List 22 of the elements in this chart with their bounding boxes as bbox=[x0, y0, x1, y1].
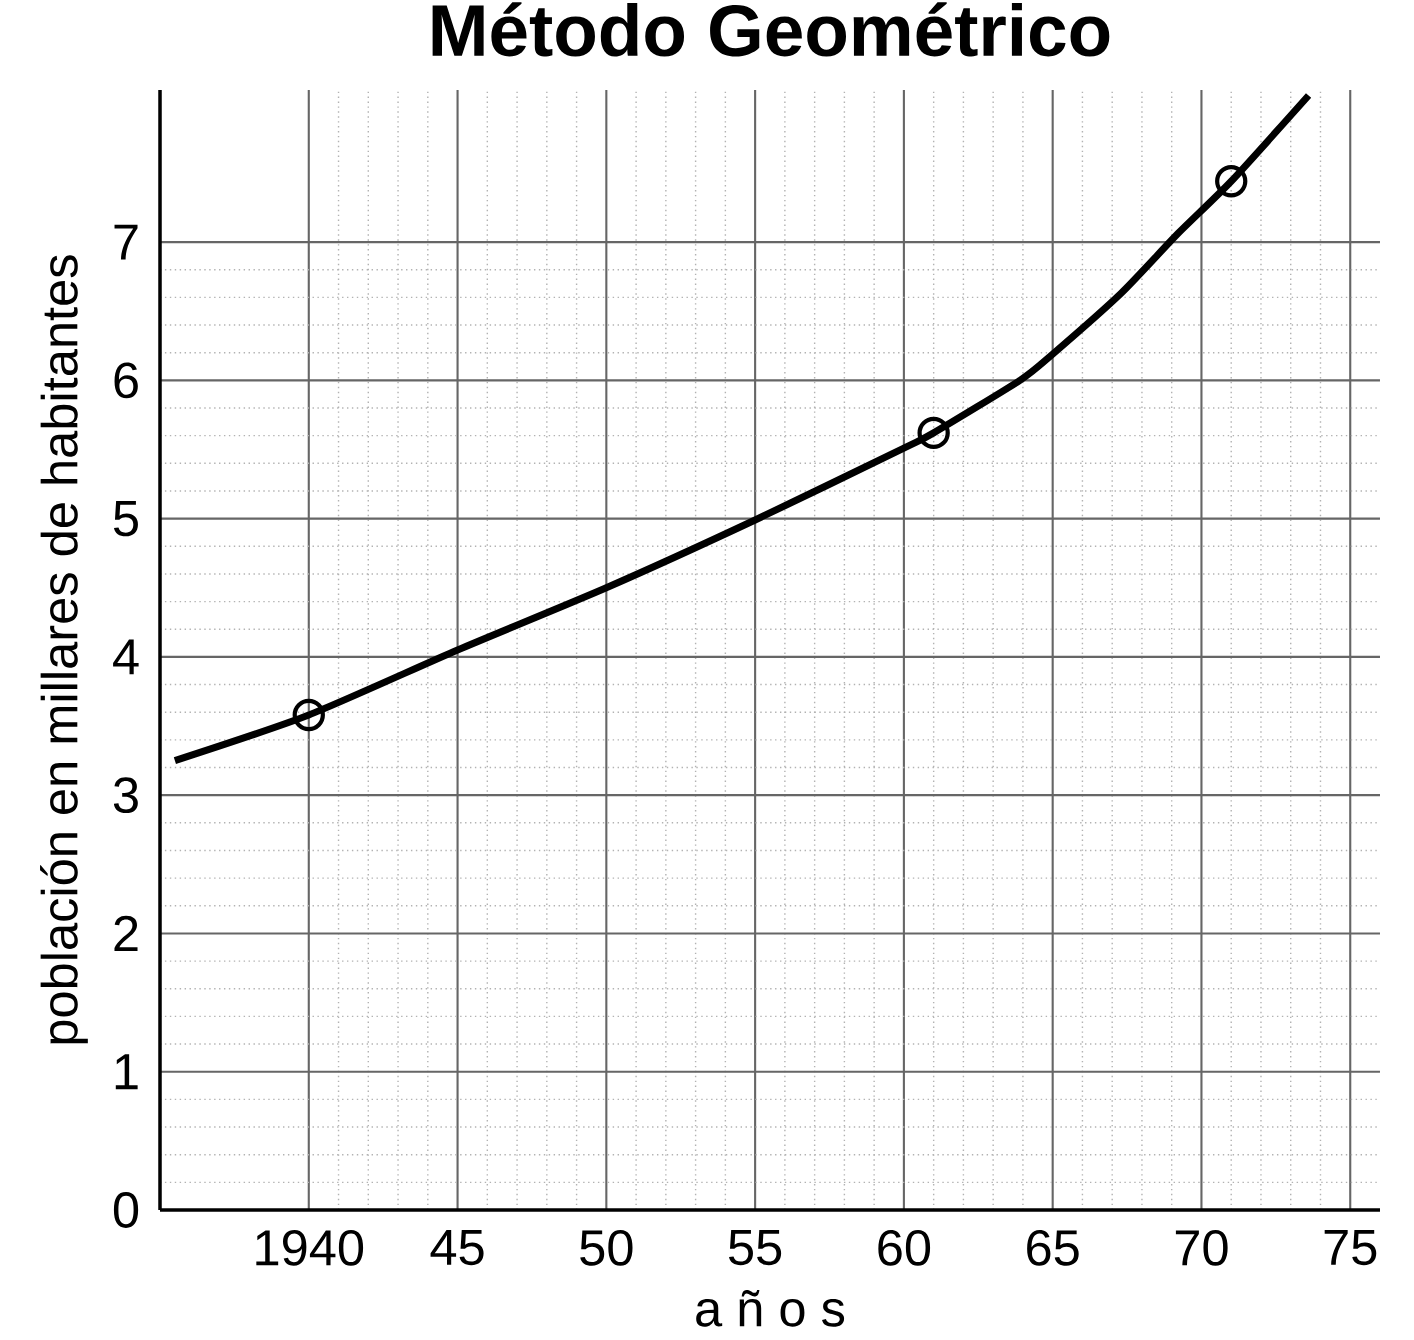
y-tick-label: 4 bbox=[113, 639, 139, 675]
x-tick-label: 45 bbox=[430, 1229, 484, 1266]
y-tick-label: 1 bbox=[115, 1054, 138, 1090]
y-tick-label: 6 bbox=[114, 362, 138, 399]
y-tick-label: 2 bbox=[114, 915, 138, 952]
y-tick-label: 5 bbox=[113, 500, 138, 537]
x-tick-label: 50 bbox=[580, 1229, 633, 1266]
y-tick-label: 3 bbox=[113, 777, 138, 814]
point bbox=[917, 416, 950, 450]
point bbox=[1215, 165, 1248, 198]
x-tick-label: 60 bbox=[878, 1229, 931, 1266]
point bbox=[292, 698, 325, 732]
x-tick-label: 70 bbox=[1175, 1229, 1228, 1266]
chart-title: Método Geométrico bbox=[432, 2, 1110, 57]
y-tick-label: 7 bbox=[114, 224, 138, 260]
x-tick-label: 75 bbox=[1324, 1229, 1377, 1266]
x-tick-label: 65 bbox=[1027, 1229, 1079, 1266]
y-axis-title: población en millares de habitantes bbox=[40, 255, 88, 1044]
x-tick-label: 55 bbox=[729, 1229, 782, 1266]
x-tick-label: 1940 bbox=[256, 1229, 364, 1266]
y-tick-label: 0 bbox=[113, 1192, 139, 1228]
x-axis-title: a ñ o s bbox=[696, 1289, 845, 1327]
